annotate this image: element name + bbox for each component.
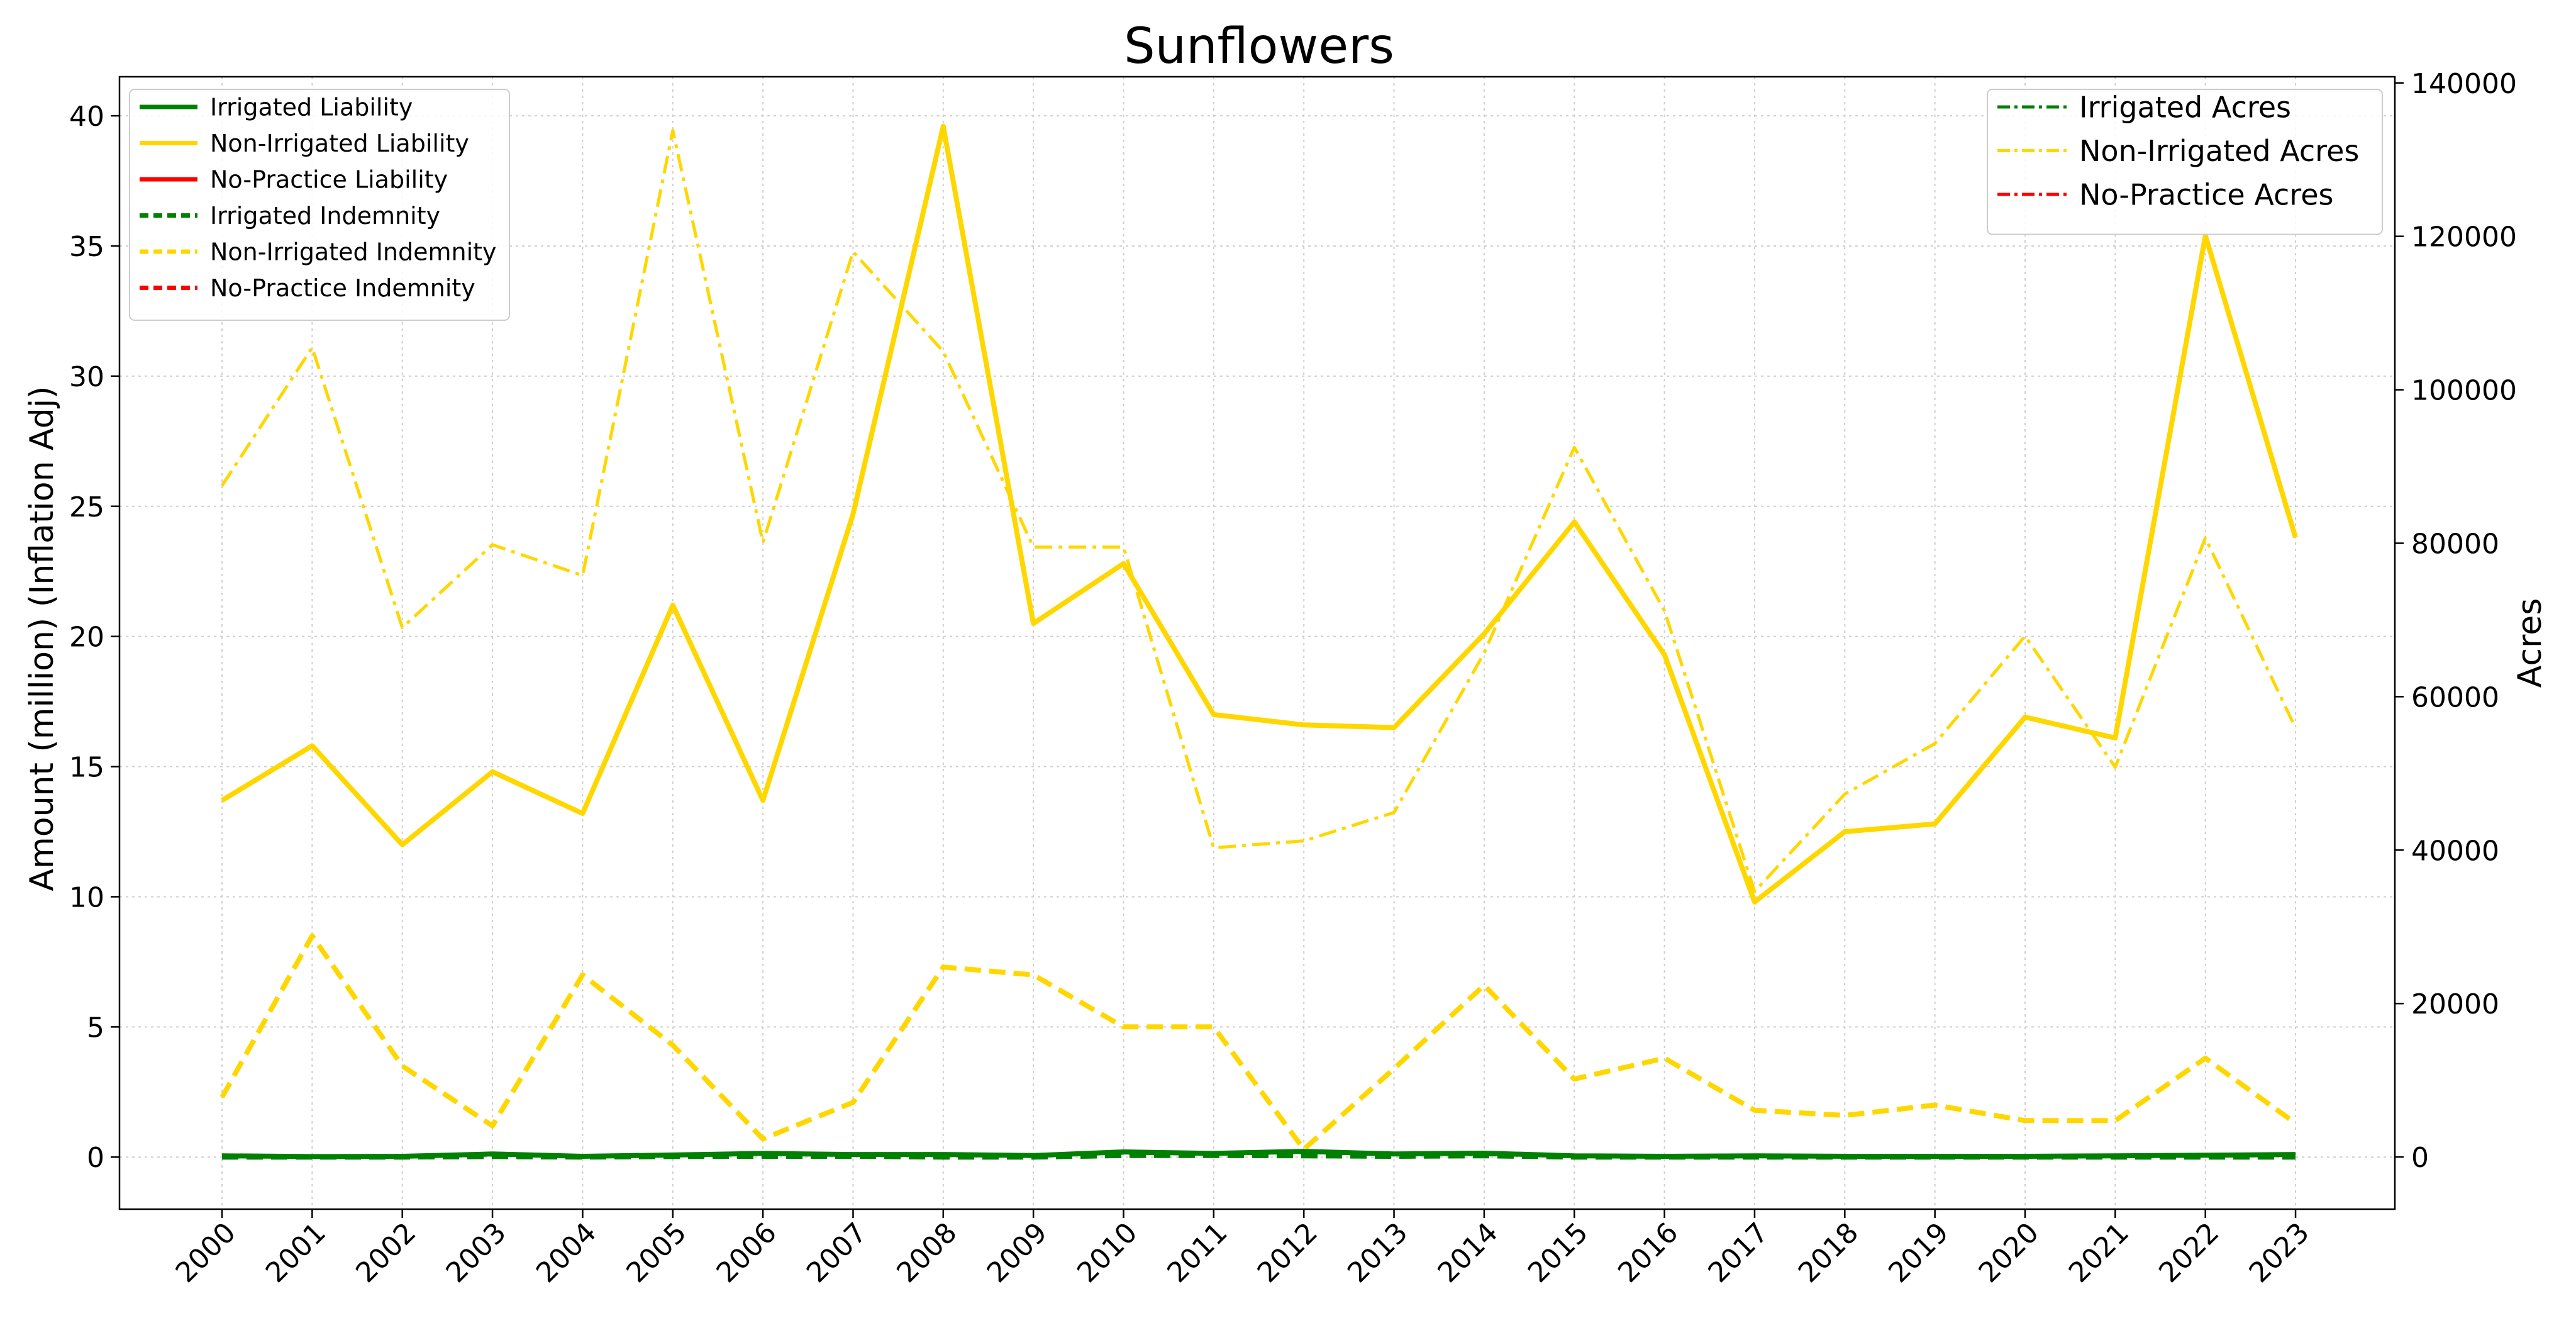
y-tick-label: 0 <box>87 1142 104 1174</box>
legend-acres: Irrigated Acres Non-Irrigated Acres No-Pra… <box>1987 89 2383 235</box>
legend-box <box>129 89 510 321</box>
y-tick-label: 5 <box>87 1012 104 1044</box>
chart-title: Sunflowers <box>1124 18 1394 75</box>
series-line-acres <box>220 128 2297 893</box>
legend-label: No-Practice Liability <box>210 166 448 194</box>
y-tick-label: 25 <box>69 491 104 523</box>
y2-tick-label: 20000 <box>2411 988 2499 1020</box>
legend-label: Non-Irrigated Acres <box>2079 134 2359 168</box>
legend-label: No-Practice Indemnity <box>210 274 475 302</box>
legend-label: No-Practice Acres <box>2079 178 2333 212</box>
y-axis-label: Amount (million) (Inflation Adj) <box>23 386 61 891</box>
legend-box <box>1987 89 2383 235</box>
y-tick-label: 10 <box>69 881 104 913</box>
legend-label: Irrigated Liability <box>210 94 413 121</box>
legend-liability-indemnity: Irrigated Liability Non-Irrigated Liabili… <box>129 89 510 321</box>
y-tick-label: 40 <box>69 101 104 133</box>
y2-tick-label: 100000 <box>2411 375 2517 407</box>
y2-tick-label: 140000 <box>2411 68 2517 100</box>
series-line-liability <box>221 1149 2296 1159</box>
legend-label: Irrigated Acres <box>2079 91 2291 125</box>
y-tick-label: 35 <box>69 231 104 263</box>
series-line-liability <box>220 123 2298 905</box>
y2-tick-label: 0 <box>2411 1142 2429 1174</box>
y2-tick-label: 60000 <box>2411 681 2499 713</box>
y-tick-label: 30 <box>69 361 104 393</box>
y2-tick-label: 80000 <box>2411 528 2499 560</box>
y2-axis-label: Acres <box>2511 598 2549 688</box>
legend-label: Non-Irrigated Liability <box>210 130 469 157</box>
plot-frame <box>118 75 2396 1210</box>
series-line-indemnity <box>219 933 2297 1152</box>
legend-label: Irrigated Indemnity <box>210 202 440 230</box>
y-tick-label: 15 <box>69 752 104 784</box>
y2-tick-label: 120000 <box>2411 221 2517 254</box>
series-lines <box>219 123 2298 1160</box>
y-tick-label: 20 <box>69 622 104 654</box>
legend-label: Non-Irrigated Indemnity <box>210 238 497 266</box>
axes <box>118 75 2396 1210</box>
y2-tick-label: 40000 <box>2411 835 2499 867</box>
